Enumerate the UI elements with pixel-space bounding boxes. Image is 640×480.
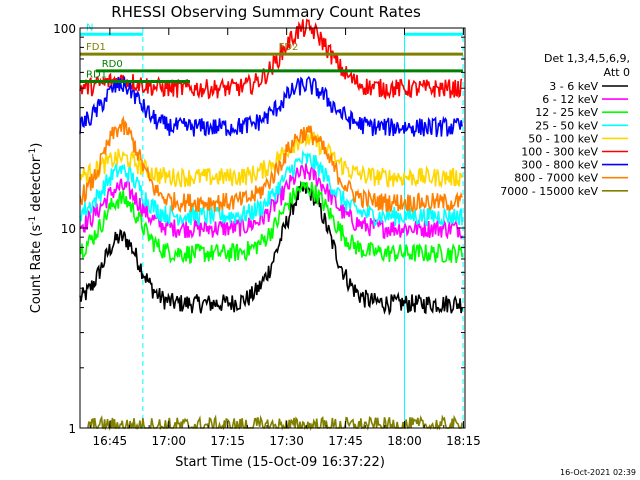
series-line-3 (79, 149, 463, 227)
legend-label-6: 300 - 800 keV (521, 159, 598, 172)
legend-label-2: 12 - 25 keV (535, 106, 598, 119)
x-tick-label-0: 16:45 (93, 434, 128, 448)
x-axis-label: Start Time (15-Oct-09 16:37:22) (175, 455, 385, 470)
chart-title: RHESSI Observing Summary Count Rates (111, 3, 421, 21)
y-tick-label-0: 1 (68, 422, 76, 436)
series-line-2 (79, 181, 463, 265)
legend-label-0: 3 - 6 keV (549, 80, 598, 93)
legend-label-4: 50 - 100 keV (528, 132, 598, 145)
legend-header-line2: Att 0 (604, 66, 630, 79)
x-tick-label-6: 18:15 (446, 434, 481, 448)
x-tick-label-4: 17:45 (328, 434, 363, 448)
flag-label-5: RD1 (86, 70, 107, 81)
legend-header-line1: Det 1,3,4,5,6,9, (544, 52, 630, 65)
flag-label-4: RD0 (102, 59, 123, 70)
series-line-8 (87, 414, 463, 432)
legend-label-1: 6 - 12 keV (542, 93, 598, 106)
series-line-1 (79, 163, 463, 240)
legend-label-5: 100 - 300 keV (521, 146, 598, 159)
legend-label-3: 25 - 50 keV (535, 119, 598, 132)
legend-label-7: 800 - 7000 keV (514, 172, 598, 185)
flag-label-3: FD2 (279, 42, 299, 53)
x-tick-label-3: 17:30 (269, 434, 304, 448)
y-tick-label-2: 100 (53, 22, 76, 36)
plot-frame (79, 27, 466, 429)
y-axis-label: Count Rate (s-1 detector-1) (28, 143, 44, 314)
x-tick-label-5: 18:00 (387, 434, 422, 448)
axes-layer: 16:45 17:00 17:15 17:30 17:45 18:00 18:15 1 10 10… (53, 22, 481, 448)
x-tick-label-2: 17:15 (210, 434, 245, 448)
series-line-0 (79, 180, 463, 316)
flag-label-2: FD1 (86, 42, 106, 53)
timestamp: 16-Oct-2021 02:39 (560, 468, 636, 477)
y-tick-label-1: 10 (61, 222, 76, 236)
legend-label-8: 7000 - 15000 keV (500, 185, 598, 198)
x-tick-label-1: 17:00 (151, 434, 186, 448)
series-line-7 (79, 115, 463, 214)
series-line-6 (79, 75, 463, 138)
